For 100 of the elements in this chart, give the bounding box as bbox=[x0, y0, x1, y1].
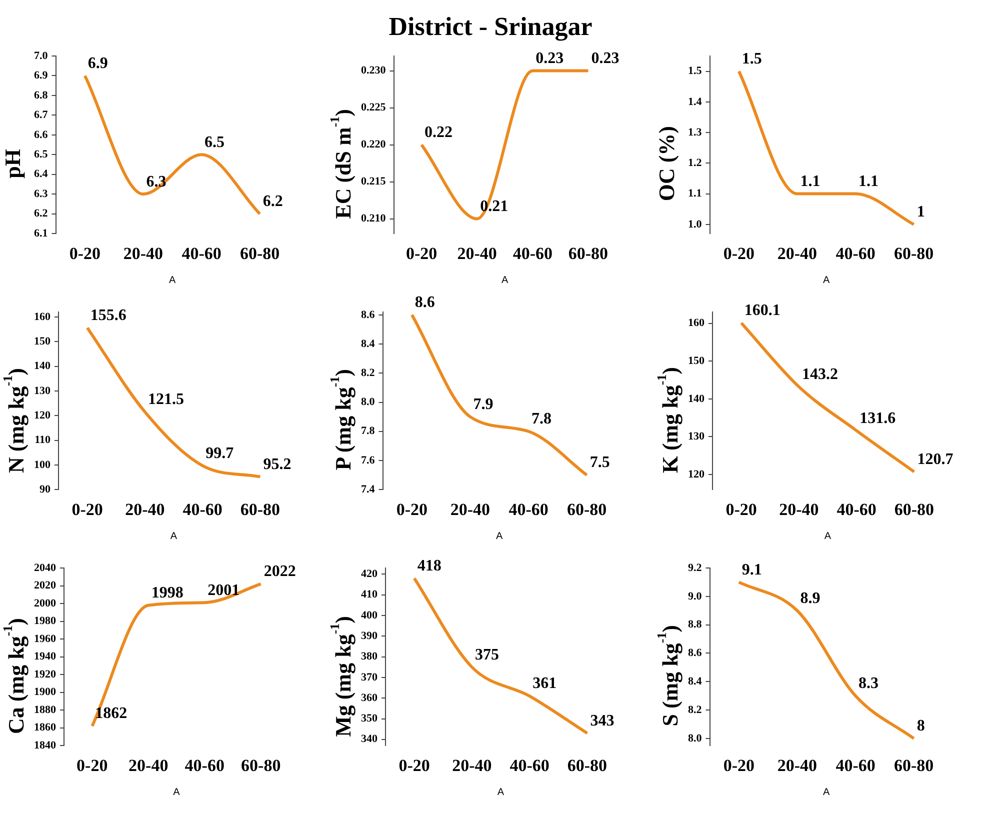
line-series bbox=[740, 321, 916, 474]
x-tick-label: 0-20 bbox=[723, 756, 754, 776]
y-tick-label: 1.0 bbox=[688, 218, 702, 230]
x-tick-label: 20-40 bbox=[125, 500, 165, 520]
y-tick-label: 6.4 bbox=[34, 168, 48, 180]
x-axis-title: A bbox=[823, 786, 830, 798]
y-tick-label: 7.6 bbox=[361, 454, 376, 466]
y-tick-label: 0.230 bbox=[361, 64, 386, 77]
y-tick-label: 100 bbox=[34, 458, 51, 471]
y-tick-label: 8.4 bbox=[688, 676, 702, 688]
y-tick-label: 0.225 bbox=[361, 102, 386, 114]
y-tick-label: 8.6 bbox=[361, 308, 376, 321]
y-tick-label: 2040 bbox=[34, 562, 56, 574]
data-label: 160.1 bbox=[744, 302, 780, 320]
y-tick-label: 110 bbox=[34, 434, 51, 446]
y-tick-label: 2020 bbox=[34, 580, 56, 592]
y-tick-label: 8.2 bbox=[361, 366, 376, 379]
y-tick-label: 8.8 bbox=[688, 618, 702, 631]
y-tick-label: 2000 bbox=[34, 597, 56, 610]
line-series bbox=[90, 582, 262, 728]
y-tick-label: 130 bbox=[688, 430, 705, 443]
x-tick-label: 60-80 bbox=[894, 244, 934, 264]
y-tick-label: 390 bbox=[361, 630, 378, 642]
y-tick-label: 1.2 bbox=[688, 157, 702, 170]
data-label: 143.2 bbox=[802, 366, 838, 383]
data-label: 6.5 bbox=[204, 134, 225, 151]
x-tick-label: 20-40 bbox=[452, 756, 492, 776]
x-tick-label: 60-80 bbox=[894, 500, 934, 520]
chart-title: District - Srinagar bbox=[388, 12, 594, 43]
data-label: 99.7 bbox=[206, 444, 234, 462]
x-tick-label: 40-60 bbox=[510, 756, 550, 776]
y-tick-label: 120 bbox=[34, 409, 51, 422]
x-tick-label: 0-20 bbox=[69, 244, 100, 264]
y-tick-label: 360 bbox=[361, 692, 378, 704]
data-label: 8.6 bbox=[414, 294, 435, 312]
x-tick-label: 40-60 bbox=[512, 244, 552, 264]
x-tick-label: 40-60 bbox=[836, 500, 876, 520]
data-label: 1.5 bbox=[742, 50, 762, 68]
y-tick-label: 6.8 bbox=[34, 89, 48, 102]
x-tick-label: 40-60 bbox=[508, 500, 548, 520]
y-tick-label: 350 bbox=[361, 712, 378, 725]
y-tick-label: 6.3 bbox=[34, 188, 48, 200]
y-tick-label: 8.6 bbox=[688, 647, 702, 660]
y-tick-label: 7.8 bbox=[361, 425, 376, 438]
data-label: 375 bbox=[474, 646, 499, 664]
x-tick-label: 40-60 bbox=[184, 756, 224, 776]
data-label: 6.9 bbox=[88, 54, 108, 72]
x-axis-title: A bbox=[169, 274, 176, 286]
x-tick-label: 60-80 bbox=[568, 244, 608, 264]
y-tick-label: 6.9 bbox=[34, 70, 48, 82]
data-label: 121.5 bbox=[148, 391, 184, 408]
y-tick-label: 6.1 bbox=[34, 227, 48, 240]
x-axis-title: A bbox=[502, 274, 509, 286]
y-tick-label: 9.0 bbox=[688, 590, 702, 602]
data-label: 1.1 bbox=[800, 172, 820, 190]
data-label: 7.8 bbox=[532, 410, 552, 428]
data-label: 0.23 bbox=[536, 50, 564, 67]
y-tick-label: 160 bbox=[688, 317, 705, 330]
y-tick-label: 1.3 bbox=[688, 126, 702, 138]
data-label: 8 bbox=[916, 718, 925, 735]
x-tick-label: 0-20 bbox=[396, 500, 428, 520]
data-label: 1.1 bbox=[858, 172, 879, 190]
x-tick-label: 60-80 bbox=[240, 244, 280, 264]
y-tick-label: 150 bbox=[688, 354, 705, 367]
data-label: 2001 bbox=[208, 582, 240, 599]
data-label: 120.7 bbox=[917, 450, 954, 468]
x-tick-label: 60-80 bbox=[567, 500, 607, 520]
y-tick-label: 8.0 bbox=[361, 396, 376, 408]
x-tick-label: 60-80 bbox=[894, 756, 934, 776]
y-tick-label: 1.1 bbox=[688, 188, 702, 200]
y-tick-label: 140 bbox=[688, 392, 705, 405]
y-tick-label: 1.4 bbox=[688, 96, 702, 108]
y-tick-label: 150 bbox=[34, 335, 51, 348]
x-axis-title: A bbox=[823, 274, 830, 286]
x-tick-label: 20-40 bbox=[779, 500, 819, 520]
y-tick-label: 8.2 bbox=[688, 704, 702, 716]
y-tick-label: 0.220 bbox=[361, 138, 386, 151]
x-tick-label: 20-40 bbox=[450, 500, 490, 520]
x-tick-label: 20-40 bbox=[777, 756, 818, 776]
y-tick-label: 1900 bbox=[34, 686, 56, 698]
x-axis-title: A bbox=[497, 786, 504, 798]
y-tick-label: 1940 bbox=[34, 650, 56, 663]
data-label: 9.1 bbox=[742, 561, 762, 578]
x-tick-label: 40-60 bbox=[182, 244, 222, 264]
line-series bbox=[412, 576, 589, 735]
line-series bbox=[737, 580, 916, 740]
x-tick-label: 60-80 bbox=[241, 756, 281, 776]
y-tick-label: 410 bbox=[361, 588, 378, 601]
x-tick-label: 0-20 bbox=[723, 244, 754, 264]
data-label: 8.3 bbox=[858, 675, 879, 692]
line-series bbox=[83, 74, 262, 216]
data-label: 7.9 bbox=[473, 396, 494, 413]
y-tick-label: 6.7 bbox=[34, 109, 48, 122]
y-tick-label: 130 bbox=[34, 384, 51, 397]
x-tick-label: 60-80 bbox=[240, 500, 280, 520]
line-series bbox=[410, 313, 588, 477]
y-tick-label: 1880 bbox=[34, 704, 56, 716]
x-tick-label: 40-60 bbox=[836, 756, 876, 776]
y-tick-label: 90 bbox=[40, 483, 51, 496]
y-tick-label: 340 bbox=[361, 733, 378, 746]
